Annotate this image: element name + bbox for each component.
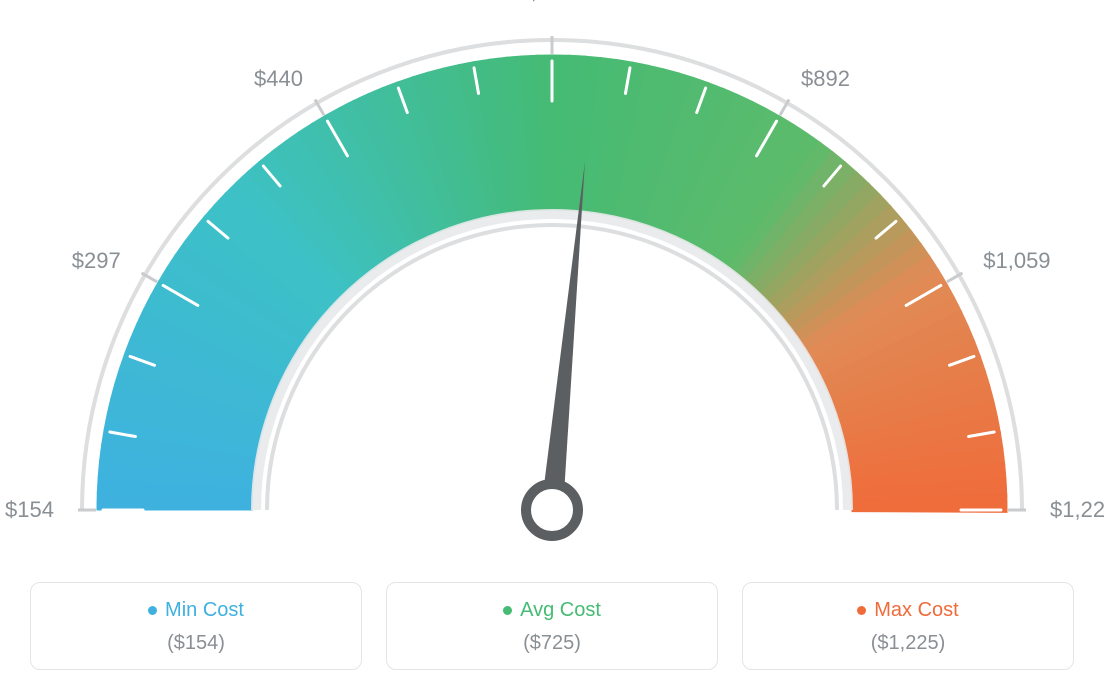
gauge-tick-label: $297	[72, 248, 121, 274]
legend-avg-dot	[503, 606, 512, 615]
legend-max: Max Cost ($1,225)	[742, 582, 1074, 670]
gauge-tick-label: $440	[254, 66, 303, 92]
gauge-svg	[0, 0, 1104, 560]
gauge-tick-label: $892	[801, 66, 850, 92]
legend-avg: Avg Cost ($725)	[386, 582, 718, 670]
legend-max-title: Max Cost	[857, 599, 958, 622]
legend-min-label: Min Cost	[165, 599, 244, 622]
legend-min: Min Cost ($154)	[30, 582, 362, 670]
legend-max-value: ($1,225)	[753, 632, 1063, 655]
legend-min-title: Min Cost	[148, 599, 244, 622]
gauge-area: $154 $297 $440 $725 $892 $1,059 $1,225	[0, 0, 1104, 560]
legend-min-value: ($154)	[41, 632, 351, 655]
legend-avg-value: ($725)	[397, 632, 707, 655]
cost-gauge-chart: $154 $297 $440 $725 $892 $1,059 $1,225 Min Cos…	[0, 0, 1104, 690]
gauge-tick-label: $1,225	[1050, 497, 1104, 523]
legend-avg-title: Avg Cost	[503, 599, 601, 622]
legend-max-dot	[857, 606, 866, 615]
legend-min-dot	[148, 606, 157, 615]
gauge-tick-label: $725	[528, 0, 577, 6]
legend-max-label: Max Cost	[874, 599, 958, 622]
gauge-tick-label: $1,059	[983, 248, 1050, 274]
gauge-tick-label: $154	[5, 497, 54, 523]
legend-avg-label: Avg Cost	[520, 599, 601, 622]
legend-row: Min Cost ($154) Avg Cost ($725) Max Cost…	[0, 582, 1104, 670]
